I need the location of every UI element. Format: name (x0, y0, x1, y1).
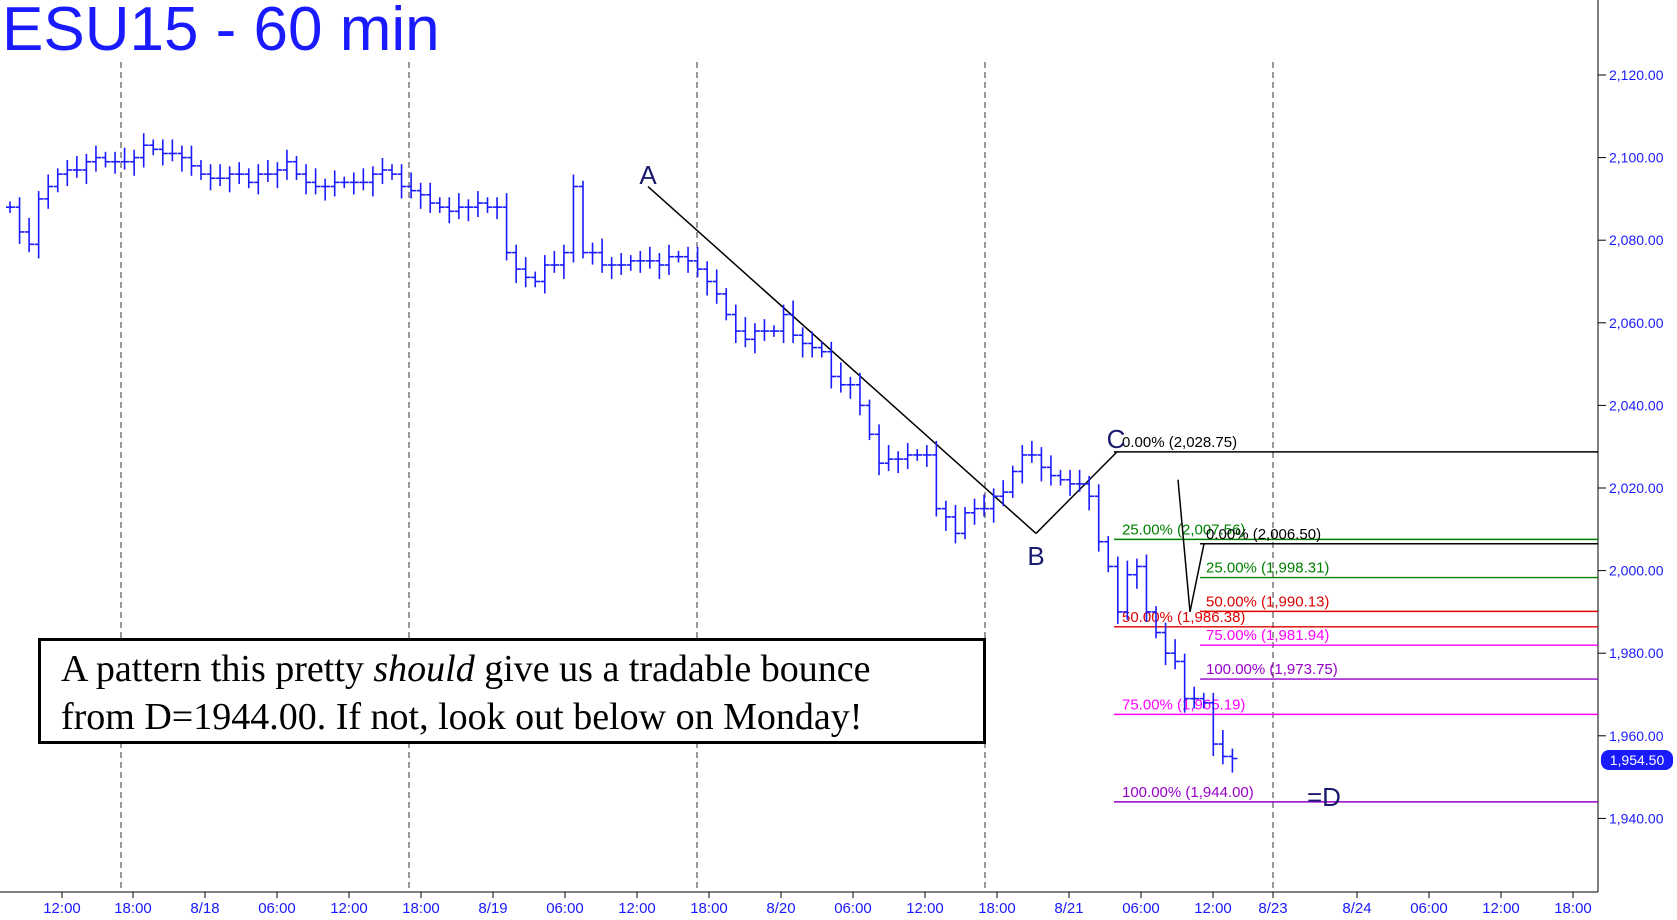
x-tick-label: 8/18 (190, 900, 219, 917)
fib-level-label: 75.00% (1,981.94) (1206, 627, 1329, 644)
x-tick-label: 8/21 (1054, 900, 1083, 917)
x-tick-label: 8/19 (478, 900, 507, 917)
x-tick-label: 12:00 (330, 900, 368, 917)
annotation-text: give us a tradable bounce (474, 648, 871, 690)
chart-title: ESU15 - 60 min (2, 0, 440, 64)
pattern-leg (1035, 451, 1118, 534)
fib-level-label: 75.00% (1,965.19) (1122, 696, 1245, 713)
y-tick-label: 2,020.00 (1609, 480, 1664, 496)
x-tick-label: 12:00 (43, 900, 81, 917)
annotation-text: A pattern this pretty (61, 648, 374, 690)
fib-level-label: 0.00% (2,006.50) (1206, 526, 1321, 543)
x-tick-label: 06:00 (834, 900, 872, 917)
x-tick-label: 18:00 (402, 900, 440, 917)
pattern-point-labels: A B C =D (639, 160, 1341, 812)
x-tick-label: 18:00 (1554, 900, 1592, 917)
last-price-badge: 1,954.50 (1601, 750, 1673, 770)
pattern-point-label: B (1027, 541, 1044, 571)
annotation-box: A pattern this pretty should give us a t… (38, 638, 986, 744)
fib-level-label: 100.00% (1,973.75) (1206, 661, 1338, 678)
x-tick-label: 18:00 (978, 900, 1016, 917)
y-tick-label: 1,960.00 (1609, 728, 1664, 744)
chart-axes (0, 0, 1599, 893)
y-tick-label: 1,940.00 (1609, 810, 1664, 826)
x-tick-label: 12:00 (1482, 900, 1520, 917)
fib-level-label: 25.00% (2,007.56) (1122, 521, 1245, 538)
x-tick-label: 18:00 (690, 900, 728, 917)
x-tick-label: 06:00 (258, 900, 296, 917)
fib-level-label: 50.00% (1,986.38) (1122, 609, 1245, 626)
y-tick-label: 2,120.00 (1609, 67, 1664, 83)
y-axis-ticks: 2,120.00 2,100.00 2,080.00 2,060.00 2,040.00… (1598, 67, 1664, 826)
fib-level-label: 0.00% (2,028.75) (1122, 434, 1237, 451)
fib-level-label: 50.00% (1,990.13) (1206, 593, 1329, 610)
x-tick-label: 8/20 (766, 900, 795, 917)
annotation-line-2: from D=1944.00. If not, look out below o… (61, 696, 863, 738)
y-tick-label: 2,000.00 (1609, 563, 1664, 579)
fib-level-label: 25.00% (1,998.31) (1206, 560, 1329, 577)
y-tick-label: 2,100.00 (1609, 150, 1664, 166)
day-separator-gridlines (120, 62, 1274, 892)
fibonacci-levels: 0.00% (2,028.75) 25.00% (2,007.56)0.00% (… (1114, 434, 1598, 803)
pattern-leg (647, 185, 1037, 534)
y-tick-label: 2,040.00 (1609, 397, 1664, 413)
abcd-pattern-lines (647, 185, 1205, 613)
x-tick-label: 06:00 (1122, 900, 1160, 917)
x-tick-label: 12:00 (1194, 900, 1232, 917)
x-tick-label: 8/24 (1342, 900, 1371, 917)
y-tick-label: 2,060.00 (1609, 315, 1664, 331)
pattern-point-label: C (1107, 424, 1126, 454)
pattern-leg-small (1177, 479, 1205, 613)
price-bars (6, 133, 1238, 773)
x-tick-label: 8/23 (1258, 900, 1287, 917)
x-tick-label: 18:00 (114, 900, 152, 917)
annotation-line-1: A pattern this pretty should give us a t… (61, 645, 983, 693)
x-tick-label: 06:00 (546, 900, 584, 917)
x-tick-label: 12:00 (906, 900, 944, 917)
y-tick-label: 2,080.00 (1609, 232, 1664, 248)
y-tick-label: 1,980.00 (1609, 645, 1664, 661)
x-tick-label: 06:00 (1410, 900, 1448, 917)
annotation-emphasis: should (373, 648, 475, 690)
pattern-point-label: A (639, 160, 657, 190)
fib-level-label: 100.00% (1,944.00) (1122, 784, 1254, 801)
x-axis-ticks: 12:00 18:00 8/18 06:00 12:00 18:00 8/19 06:00 12… (43, 892, 1592, 917)
x-tick-label: 12:00 (618, 900, 656, 917)
pattern-point-label: =D (1307, 782, 1341, 812)
